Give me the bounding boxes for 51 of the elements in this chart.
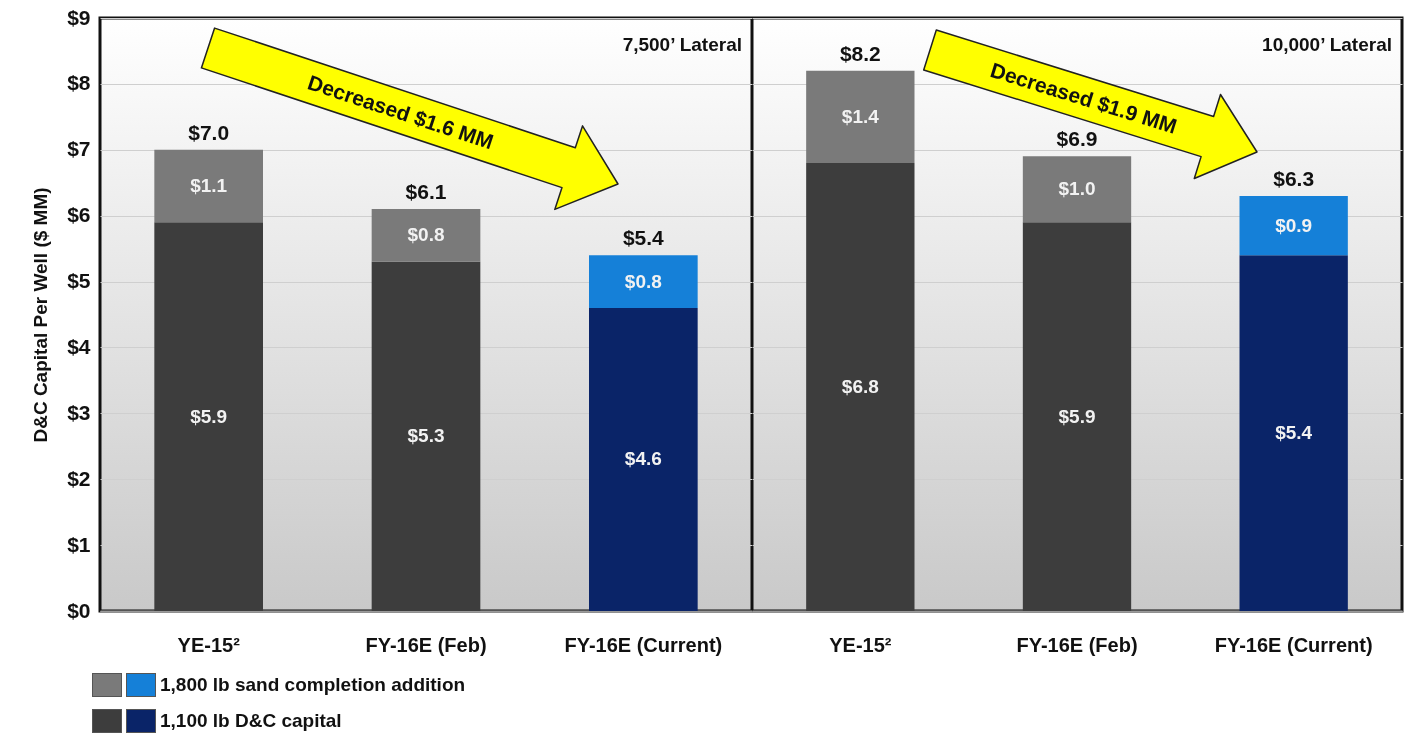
data-label: $5.9 [1058,405,1096,427]
data-label: $4.6 [624,448,662,470]
total-label: $6.1 [405,180,447,204]
bar [371,261,481,611]
y-tick-label: $1 [67,532,91,556]
data-label: $0.8 [624,270,662,292]
bar [806,70,915,163]
y-tick-label: $0 [67,598,91,622]
data-label: $1.1 [190,175,228,197]
data-label: $1.0 [1058,178,1096,200]
data-label: $1.4 [841,105,880,127]
x-tick-label: FY-16E (Current) [1214,633,1373,656]
text: 7,500’ Lateral [622,34,742,55]
y-tick-label: $3 [67,400,91,424]
bar [371,209,481,262]
data-label: $5.3 [407,425,445,447]
text: 10,000’ Lateral [1262,34,1392,55]
y-tick-label: $5 [67,269,91,293]
bar [1022,156,1132,223]
y-tick-label: $7 [67,137,91,161]
bar [589,307,698,611]
y-tick-label: $8 [67,71,91,95]
total-label: $6.3 [1273,166,1315,190]
bar [1239,195,1348,256]
data-label: $5.4 [1275,422,1313,444]
x-tick-label: YE-15² [829,633,892,656]
bar [1239,255,1348,611]
data-label: $0.8 [407,224,445,246]
bar [154,222,263,611]
x-tick-label: FY-16E (Current) [564,633,723,656]
total-label: $6.9 [1056,127,1098,151]
bar [1022,222,1132,611]
y-tick-label: $9 [67,5,91,29]
legend-label: 1,800 lb sand completion addition [160,674,466,696]
total-label: $5.4 [622,226,665,250]
data-label: $0.9 [1275,214,1313,236]
total-label: $8.2 [839,41,881,65]
y-tick-label: $4 [67,334,91,358]
x-tick-label: FY-16E (Feb) [1016,633,1138,656]
data-label: $6.8 [841,375,879,397]
legend-label: 1,100 lb D&C capital [160,710,342,732]
x-tick-label: YE-15² [177,633,241,656]
bar [589,255,698,308]
data-label: $5.9 [190,405,228,427]
x-tick-label: FY-16E (Feb) [365,633,487,656]
y-tick-label: $2 [67,466,91,490]
bar [806,162,915,611]
y-tick-label: $6 [67,203,91,227]
total-label: $7.0 [188,120,230,144]
y-axis-title: D&C Capital Per Well ($ MM) [30,187,52,443]
bar [154,149,263,223]
